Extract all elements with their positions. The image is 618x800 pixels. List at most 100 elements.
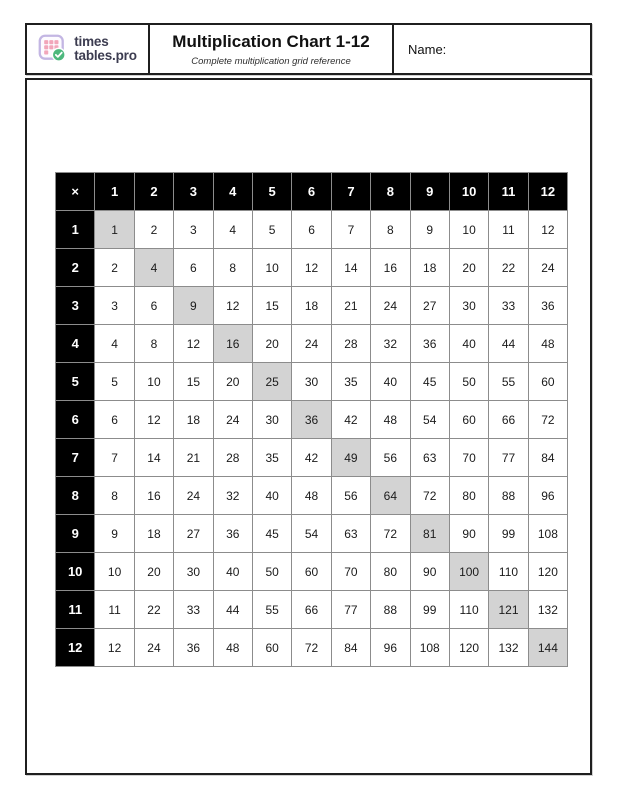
table-row: 5 5 10 15 20 25 30 35 40 45 50 55 60 <box>54 362 569 401</box>
col-header-cell: 5 <box>251 172 293 211</box>
product-cell: 56 <box>330 476 372 515</box>
product-cell: 21 <box>330 286 372 325</box>
product-cell: 27 <box>173 514 214 553</box>
product-cell: 72 <box>370 514 411 553</box>
row-header-cell: 8 <box>54 476 96 515</box>
table-row: 4 4 8 12 16 20 24 28 32 36 40 44 48 <box>54 324 569 363</box>
product-cell: 60 <box>291 552 332 591</box>
product-cell: 10 <box>133 362 175 401</box>
product-cell: 48 <box>527 324 569 363</box>
product-cell: 45 <box>409 362 450 401</box>
grid-check-icon <box>38 34 67 62</box>
page-title: Multiplication Chart 1-12 <box>172 31 370 51</box>
product-cell: 100 <box>448 552 490 591</box>
table-row: 8 8 16 24 32 40 48 56 64 72 80 88 96 <box>54 476 569 515</box>
product-cell: 77 <box>330 590 372 629</box>
product-cell: 30 <box>251 400 293 439</box>
product-cell: 6 <box>291 210 332 249</box>
product-cell: 6 <box>133 286 175 325</box>
table-row: 6 6 12 18 24 30 36 42 48 54 60 66 72 <box>54 400 569 439</box>
product-cell: 42 <box>330 400 372 439</box>
product-cell: 49 <box>330 438 372 477</box>
product-cell: 14 <box>330 248 372 287</box>
name-field-box: Name: <box>394 25 590 73</box>
row-header-cell: 1 <box>54 210 96 249</box>
product-cell: 11 <box>488 210 529 249</box>
product-cell: 77 <box>488 438 529 477</box>
row-header-cell: 7 <box>54 438 96 477</box>
col-header-cell: 6 <box>291 172 332 211</box>
product-cell: 54 <box>291 514 332 553</box>
product-cell: 24 <box>212 400 253 439</box>
logo-line1: times <box>74 33 109 49</box>
product-cell: 120 <box>448 628 490 667</box>
product-cell: 20 <box>251 324 293 363</box>
table-row: 3 3 6 9 12 15 18 21 24 27 30 33 36 <box>54 286 569 325</box>
row-header-cell: 12 <box>54 628 96 667</box>
product-cell: 8 <box>94 476 135 515</box>
product-cell: 36 <box>212 514 253 553</box>
product-cell: 132 <box>527 590 569 629</box>
table-row: 11 11 22 33 44 55 66 77 88 99 110 121 132 <box>54 590 569 629</box>
logo-wordmark: times tables.pro <box>74 33 137 63</box>
product-cell: 8 <box>212 248 253 287</box>
product-cell: 36 <box>409 324 450 363</box>
product-cell: 40 <box>370 362 411 401</box>
product-cell: 4 <box>133 248 175 287</box>
product-cell: 2 <box>133 210 175 249</box>
product-cell: 32 <box>370 324 411 363</box>
product-cell: 3 <box>94 286 135 325</box>
table-row: 10 10 20 30 40 50 60 70 80 90 100 110 120 <box>54 552 569 591</box>
table-row: 7 7 14 21 28 35 42 49 56 63 70 77 84 <box>54 438 569 477</box>
product-cell: 32 <box>212 476 253 515</box>
product-cell: 12 <box>173 324 214 363</box>
product-cell: 14 <box>133 438 175 477</box>
product-cell: 10 <box>251 248 293 287</box>
product-cell: 33 <box>488 286 529 325</box>
logo: times tables.pro <box>27 25 150 73</box>
product-cell: 72 <box>527 400 569 439</box>
product-cell: 9 <box>409 210 450 249</box>
row-header-cell: 10 <box>54 552 96 591</box>
product-cell: 12 <box>212 286 253 325</box>
product-cell: 56 <box>370 438 411 477</box>
product-cell: 60 <box>448 400 490 439</box>
product-cell: 45 <box>251 514 293 553</box>
product-cell: 16 <box>133 476 175 515</box>
product-cell: 64 <box>370 476 411 515</box>
col-header-cell: 3 <box>173 172 214 211</box>
col-header-cell: 9 <box>409 172 450 211</box>
table-head: × 1 2 3 4 5 6 7 8 9 10 11 12 <box>54 172 569 211</box>
product-cell: 63 <box>330 514 372 553</box>
product-cell: 22 <box>133 590 175 629</box>
product-cell: 18 <box>133 514 175 553</box>
column-header-row: × 1 2 3 4 5 6 7 8 9 10 11 12 <box>54 172 569 211</box>
col-header-cell: 10 <box>448 172 490 211</box>
product-cell: 27 <box>409 286 450 325</box>
product-cell: 35 <box>330 362 372 401</box>
product-cell: 80 <box>448 476 490 515</box>
product-cell: 72 <box>409 476 450 515</box>
product-cell: 24 <box>291 324 332 363</box>
product-cell: 10 <box>94 552 135 591</box>
product-cell: 70 <box>330 552 372 591</box>
product-cell: 5 <box>251 210 293 249</box>
product-cell: 72 <box>291 628 332 667</box>
product-cell: 18 <box>409 248 450 287</box>
product-cell: 11 <box>94 590 135 629</box>
product-cell: 99 <box>409 590 450 629</box>
product-cell: 40 <box>448 324 490 363</box>
col-header-cell: 11 <box>488 172 529 211</box>
product-cell: 132 <box>488 628 529 667</box>
name-label: Name: <box>408 41 447 57</box>
product-cell: 21 <box>173 438 214 477</box>
product-cell: 99 <box>488 514 529 553</box>
table-row: 12 12 24 36 48 60 72 84 96 108 120 132 144 <box>54 628 569 667</box>
product-cell: 12 <box>527 210 569 249</box>
product-cell: 5 <box>94 362 135 401</box>
product-cell: 7 <box>330 210 372 249</box>
product-cell: 36 <box>173 628 214 667</box>
multiplication-table: × 1 2 3 4 5 6 7 8 9 10 11 12 1 1 2 3 4 5 6 7 8 9 10 11 12 2 2 4 6 8 10… <box>54 172 569 667</box>
product-cell: 90 <box>409 552 450 591</box>
